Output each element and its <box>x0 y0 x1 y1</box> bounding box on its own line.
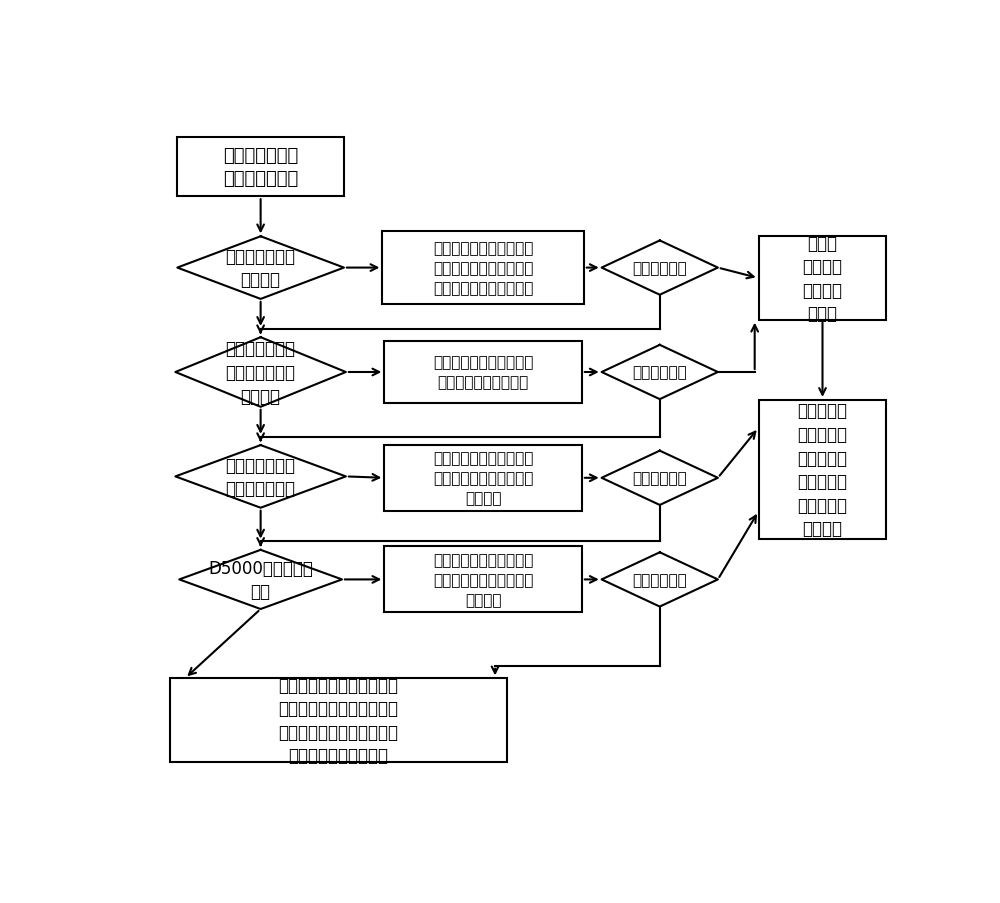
Text: 接地是否消失: 接地是否消失 <box>632 365 687 380</box>
Text: 变电站保护装置
是否有选线信号: 变电站保护装置 是否有选线信号 <box>226 456 296 498</box>
Text: 根据故障区域，通过控制
分段开关进行故障隔离: 根据故障区域，通过控制 分段开关进行故障隔离 <box>433 355 533 390</box>
Text: 配网自动化系统
主站是否分析出
故障区域: 配网自动化系统 主站是否分析出 故障区域 <box>226 340 296 405</box>
Bar <box>759 400 886 539</box>
Polygon shape <box>175 338 346 407</box>
Text: 站内无异常，通
知用户准备试拉: 站内无异常，通 知用户准备试拉 <box>223 146 298 188</box>
Text: D5000是否有选线
信号: D5000是否有选线 信号 <box>208 559 313 600</box>
Text: 接地是否消失: 接地是否消失 <box>632 573 687 587</box>
Bar <box>170 678 507 762</box>
Text: 根据选线线路分段开关遥
控表，从负荷侧向线路侧
依次分闸: 根据选线线路分段开关遥 控表，从负荷侧向线路侧 依次分闸 <box>433 553 533 607</box>
Text: 接地是否消失: 接地是否消失 <box>632 470 687 486</box>
Bar <box>177 138 344 197</box>
Polygon shape <box>177 237 344 300</box>
Text: 故障处
理，非故
障区域负
荷转供: 故障处 理，非故 障区域负 荷转供 <box>802 235 842 323</box>
Polygon shape <box>602 241 718 295</box>
Text: 获取以时间为节点的线路出
线开关和站内开关的接地试
拉序位表，基于所述接地试
拉序位表进行故障定位: 获取以时间为节点的线路出 线开关和站内开关的接地试 拉序位表，基于所述接地试 拉… <box>278 675 398 765</box>
Polygon shape <box>602 553 718 607</box>
Bar <box>384 342 582 403</box>
Bar <box>382 232 584 305</box>
Polygon shape <box>602 452 718 506</box>
Polygon shape <box>175 445 346 508</box>
Polygon shape <box>602 346 718 400</box>
Bar <box>759 237 886 321</box>
Text: 根据上报信息的运维人员
所处的故障区间，通过控
制分段开关进行故障隔离: 根据上报信息的运维人员 所处的故障区间，通过控 制分段开关进行故障隔离 <box>433 241 533 295</box>
Text: 故障点位于
最后一次操
作的分段开
关与前一次
操作的分段
开关之间: 故障点位于 最后一次操 作的分段开 关与前一次 操作的分段 开关之间 <box>798 402 848 538</box>
Text: 根据选线线路分段开关遥
控表，从负荷侧向线路侧
依次分闸: 根据选线线路分段开关遥 控表，从负荷侧向线路侧 依次分闸 <box>433 451 533 506</box>
Bar <box>384 546 582 613</box>
Text: 是否有运维人员
上报故障: 是否有运维人员 上报故障 <box>226 247 296 289</box>
Bar <box>384 445 582 511</box>
Text: 接地是否消失: 接地是否消失 <box>632 261 687 275</box>
Polygon shape <box>179 550 342 610</box>
